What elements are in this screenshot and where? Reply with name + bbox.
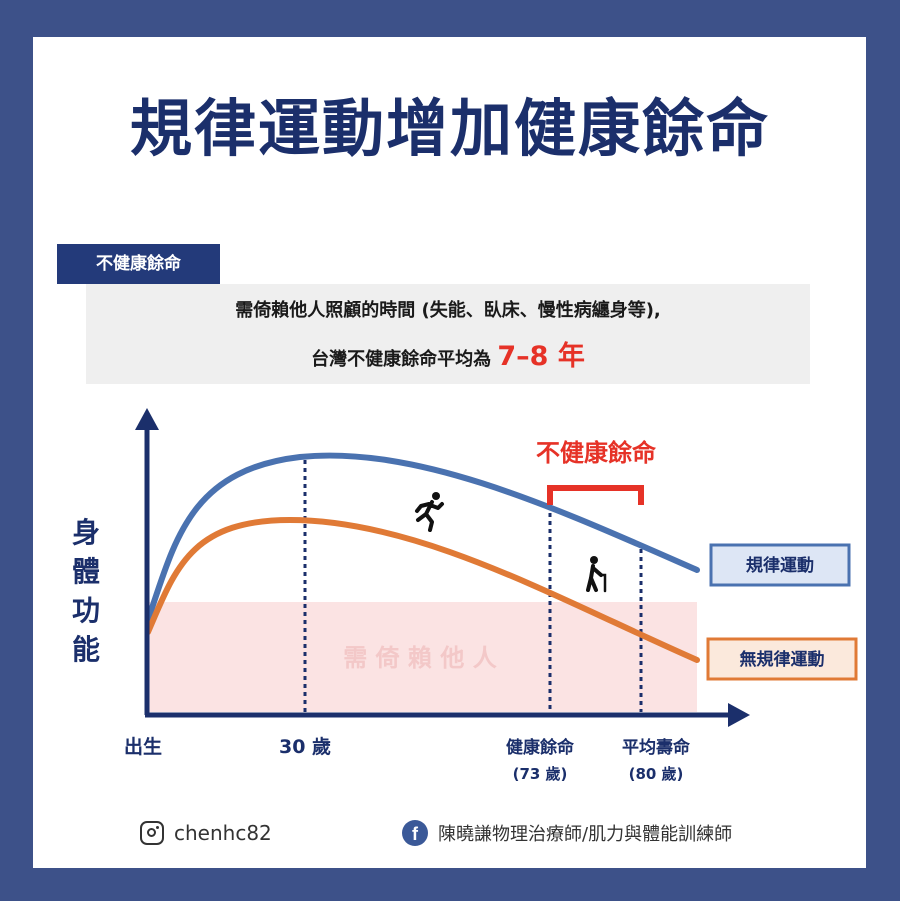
definition-box: 需倚賴他人照顧的時間 (失能、臥床、慢性病纏身等), 台灣不健康餘命平均為 7–… <box>86 284 810 384</box>
y-axis-label-char: 功 <box>72 594 100 627</box>
series-line-no-exercise <box>145 516 700 663</box>
x-tick-label-healthy-life: 健康餘命 <box>506 737 575 758</box>
definition-line2-prefix: 台灣不健康餘命平均為 <box>311 349 498 370</box>
elderly-with-cane-icon <box>586 556 607 593</box>
series-line-regular-exercise <box>145 452 700 623</box>
facebook-page-name: 陳曉謙物理治療師/肌力與體能訓練師 <box>438 824 733 845</box>
legend-box-regular <box>709 543 851 587</box>
x-tick-sub-lifespan: (80 歲) <box>629 765 684 783</box>
page-title: 規律運動增加健康餘命 <box>129 92 770 165</box>
running-person-icon <box>415 492 444 532</box>
unhealthy-years-bracket <box>547 485 644 505</box>
definition-tag: 不健康餘命 <box>57 244 220 284</box>
y-axis-label: 身 體 功 能 <box>72 516 100 666</box>
legend-label-no-exercise: 無規律運動 <box>740 649 825 670</box>
facebook-credit[interactable]: f 陳曉謙物理治療師/肌力與體能訓練師 <box>402 818 732 848</box>
instagram-handle: chenhc82 <box>174 821 272 845</box>
y-axis-label-char: 身 <box>72 516 100 549</box>
y-axis-label-char: 能 <box>72 633 100 666</box>
content-card <box>33 37 866 868</box>
definition-highlight: 7–8 年 <box>497 341 585 372</box>
x-tick-label-30: 30 歲 <box>279 735 331 758</box>
definition-line2: 台灣不健康餘命平均為 7–8 年 <box>86 334 810 373</box>
legend-box-no-exercise <box>706 637 858 681</box>
y-axis-label-char: 體 <box>72 555 100 588</box>
y-axis-arrow <box>135 408 159 430</box>
x-tick-label-birth: 出生 <box>124 735 162 758</box>
dependency-zone-label: 需 倚 賴 他 人 <box>343 644 496 672</box>
x-axis-arrow <box>728 703 750 727</box>
instagram-icon <box>140 821 164 845</box>
definition-line1: 需倚賴他人照顧的時間 (失能、臥床、慢性病纏身等), <box>235 300 661 321</box>
x-tick-sub-healthy-life: (73 歲) <box>513 765 568 783</box>
bracket-label: 不健康餘命 <box>536 439 657 467</box>
instagram-credit[interactable]: chenhc82 <box>140 818 272 848</box>
facebook-icon: f <box>402 820 428 846</box>
x-tick-label-lifespan: 平均壽命 <box>622 737 691 758</box>
legend-label-regular: 規律運動 <box>746 555 814 576</box>
